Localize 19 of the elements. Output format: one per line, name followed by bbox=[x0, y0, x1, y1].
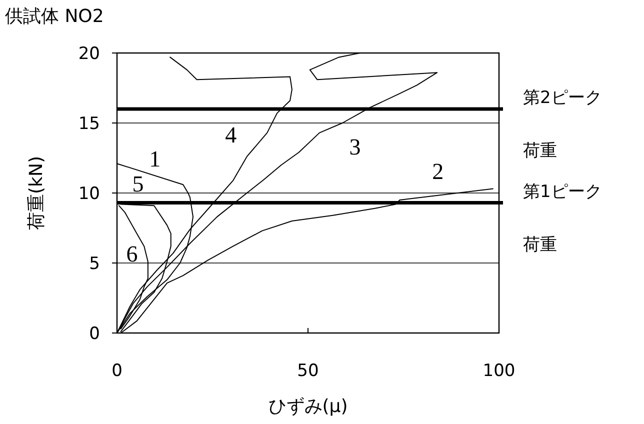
x-tick-label: 50 bbox=[297, 361, 319, 381]
x-axis-title: ひずみ(μ) bbox=[268, 396, 348, 417]
annotation: 1 bbox=[149, 146, 161, 172]
annotation: 5 bbox=[132, 172, 144, 197]
annotation: 4 bbox=[225, 122, 238, 148]
text: 第1ピーク荷重 bbox=[523, 182, 602, 255]
y-tick-label: 10 bbox=[78, 184, 100, 204]
text: 第2ピーク荷重 bbox=[523, 88, 602, 161]
x-tick-label: 100 bbox=[482, 361, 516, 381]
y-tick-label: 5 bbox=[89, 254, 100, 274]
annotation: 2 bbox=[432, 159, 444, 184]
annotation: 3 bbox=[349, 134, 361, 160]
y-axis-title: 荷重(kN) bbox=[26, 156, 47, 230]
annotation: 6 bbox=[126, 242, 138, 267]
y-tick-label: 15 bbox=[78, 114, 100, 134]
y-tick-label: 20 bbox=[78, 44, 100, 64]
chart-title: 供試体 NO2 bbox=[5, 6, 104, 27]
y-tick-label: 0 bbox=[89, 324, 100, 344]
x-tick-label: 0 bbox=[112, 361, 122, 381]
